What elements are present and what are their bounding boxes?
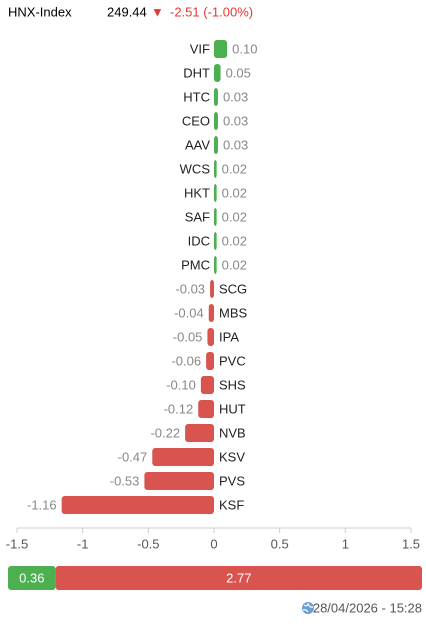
- bar: [214, 88, 218, 106]
- x-tick-label: 1: [342, 536, 349, 551]
- bar: [144, 472, 214, 490]
- category-label: NVB: [219, 425, 246, 440]
- category-label: PVC: [219, 353, 246, 368]
- category-label: SAF: [185, 209, 210, 224]
- category-label: PVS: [219, 473, 245, 488]
- category-label: IPA: [219, 329, 239, 344]
- bar: [185, 424, 214, 442]
- bar: [214, 160, 217, 178]
- value-label: 0.03: [223, 89, 248, 104]
- up-bar: [8, 566, 56, 590]
- bar: [214, 64, 221, 82]
- value-label: -0.03: [175, 281, 205, 296]
- category-label: MBS: [219, 305, 248, 320]
- down-arrow: ▼: [151, 4, 164, 19]
- value-label: 0.03: [223, 137, 248, 152]
- bar: [210, 280, 214, 298]
- x-tick-label: 0.5: [271, 536, 289, 551]
- bar: [214, 40, 228, 58]
- value-label: -0.22: [150, 425, 180, 440]
- bar: [214, 208, 217, 226]
- value-label: 0.02: [222, 185, 247, 200]
- down-label: 2.77: [226, 570, 251, 585]
- x-tick-label: 0: [210, 536, 217, 551]
- category-label: VIF: [190, 41, 210, 56]
- value-label: -1.16: [27, 497, 57, 512]
- bar: [214, 112, 218, 130]
- bar: [214, 256, 217, 274]
- value-label: -0.12: [164, 401, 194, 416]
- index-change: -2.51 (-1.00%): [170, 4, 253, 19]
- up-label: 0.36: [19, 570, 44, 585]
- category-label: HKT: [184, 185, 210, 200]
- bar: [208, 304, 214, 322]
- category-label: IDC: [188, 233, 210, 248]
- bar: [152, 448, 214, 466]
- category-label: SHS: [219, 377, 246, 392]
- bar: [214, 136, 218, 154]
- bar: [200, 376, 214, 394]
- index-value: 249.44: [107, 4, 147, 19]
- value-label: 0.02: [222, 161, 247, 176]
- value-label: -0.06: [171, 353, 201, 368]
- category-label: HTC: [183, 89, 210, 104]
- bar: [214, 232, 217, 250]
- value-label: -0.04: [174, 305, 204, 320]
- value-label: 0.02: [222, 257, 247, 272]
- category-label: KSV: [219, 449, 245, 464]
- value-label: -0.10: [166, 377, 196, 392]
- x-tick-label: -1.5: [6, 536, 28, 551]
- value-label: -0.05: [173, 329, 203, 344]
- timestamp: 28/04/2026 - 15:28: [313, 600, 422, 615]
- value-label: 0.02: [222, 209, 247, 224]
- bar: [198, 400, 214, 418]
- bar: [206, 352, 214, 370]
- x-tick-label: -1: [77, 536, 89, 551]
- category-label: SCG: [219, 281, 247, 296]
- category-label: KSF: [219, 497, 244, 512]
- down-bar: [55, 566, 423, 590]
- bar: [207, 328, 214, 346]
- footer-icon: [302, 602, 314, 614]
- index-name: HNX-Index: [8, 4, 72, 19]
- value-label: -0.47: [118, 449, 148, 464]
- bar: [214, 184, 217, 202]
- value-label: 0.02: [222, 233, 247, 248]
- value-label: 0.05: [226, 65, 251, 80]
- category-label: AAV: [185, 137, 210, 152]
- category-label: WCS: [180, 161, 211, 176]
- value-label: 0.10: [232, 41, 257, 56]
- category-label: HUT: [219, 401, 246, 416]
- value-label: -0.53: [110, 473, 140, 488]
- category-label: DHT: [183, 65, 210, 80]
- bar: [61, 496, 214, 514]
- value-label: 0.03: [223, 113, 248, 128]
- x-tick-label: 1.5: [402, 536, 420, 551]
- category-label: PMC: [181, 257, 210, 272]
- x-tick-label: -0.5: [137, 536, 159, 551]
- category-label: CEO: [182, 113, 210, 128]
